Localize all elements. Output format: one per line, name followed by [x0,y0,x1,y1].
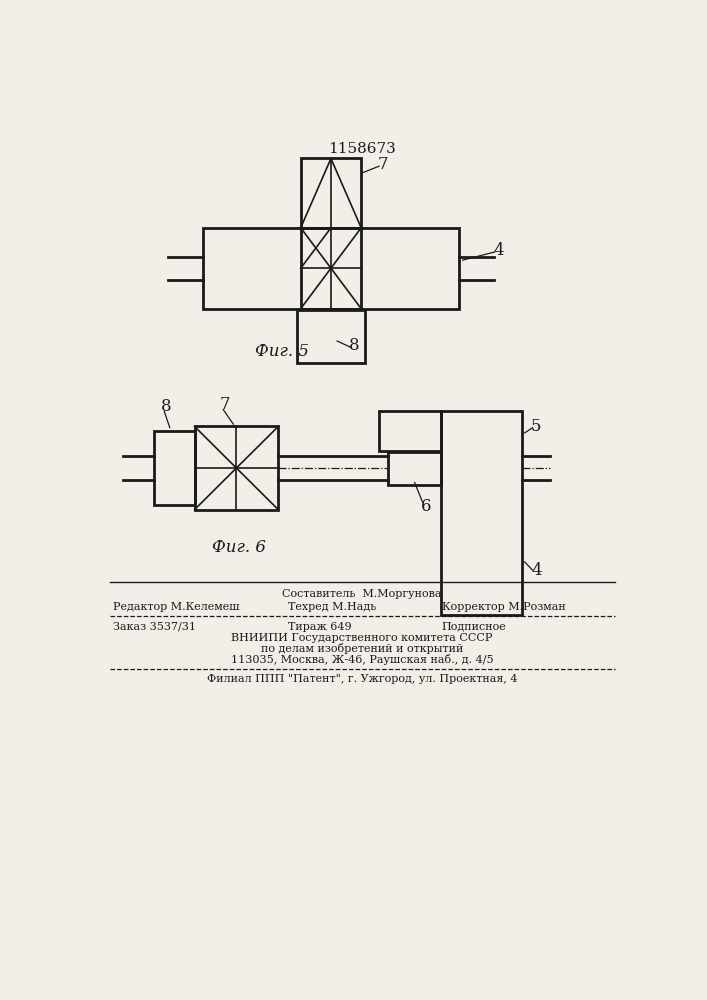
Text: Редактор М.Келемеш: Редактор М.Келемеш [113,602,240,612]
Text: 1158673: 1158673 [328,142,396,156]
Text: 8: 8 [349,337,360,354]
Text: 4: 4 [531,562,542,579]
Bar [300,158,361,228]
Text: по делам изобретений и открытий: по делам изобретений и открытий [261,643,463,654]
Text: ВНИИПИ Государственного комитета СССР: ВНИИПИ Государственного комитета СССР [231,633,493,643]
Text: 8: 8 [160,398,171,415]
Text: Заказ 3537/31: Заказ 3537/31 [113,622,196,632]
Bar [203,228,459,309]
Text: Филиал ППП "Патент", г. Ужгород, ул. Проектная, 4: Филиал ППП "Патент", г. Ужгород, ул. Про… [206,674,518,684]
Text: 5: 5 [531,418,542,435]
Bar [300,228,361,309]
Text: Корректор М.Розман: Корректор М.Розман [442,602,566,612]
Bar [441,411,522,615]
Text: Подписное: Подписное [442,622,506,632]
Text: 7: 7 [378,156,388,173]
Text: Фиг. 5: Фиг. 5 [255,342,309,360]
Text: 6: 6 [421,498,431,515]
Text: Техред М.Надь: Техред М.Надь [288,602,377,612]
Text: Тираж 649: Тираж 649 [288,622,352,632]
Bar [297,310,365,363]
Bar [154,431,194,505]
Bar [388,452,441,485]
Bar [379,411,441,451]
Text: 7: 7 [219,396,230,413]
Text: Фиг. 6: Фиг. 6 [212,539,267,556]
Bar [194,426,279,510]
Text: Составитель  М.Моргунова: Составитель М.Моргунова [282,589,442,599]
Text: 4: 4 [493,242,504,259]
Text: 113035, Москва, Ж-46, Раушская наб., д. 4/5: 113035, Москва, Ж-46, Раушская наб., д. … [230,654,493,665]
